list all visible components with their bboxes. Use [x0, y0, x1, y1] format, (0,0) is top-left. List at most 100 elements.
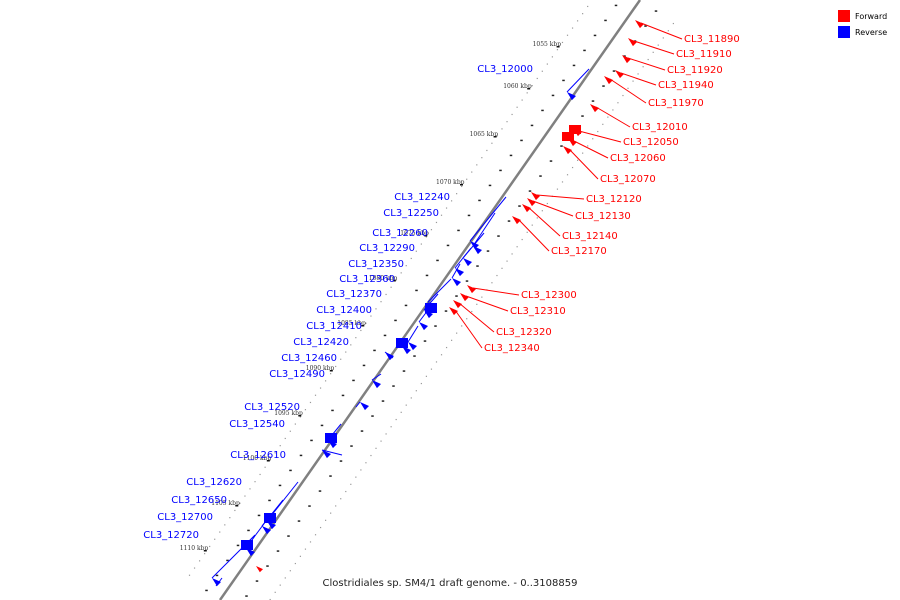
reverse-gene-leader — [566, 68, 590, 93]
grid-dot — [324, 380, 327, 382]
reverse-gene-marker — [246, 548, 255, 557]
grid-dot — [516, 106, 518, 108]
grid-dot — [466, 318, 468, 320]
grid-dash — [394, 319, 397, 322]
grid-dash — [205, 589, 208, 592]
grid-dot — [607, 116, 609, 118]
grid-dash — [423, 340, 427, 342]
grid-dot — [420, 382, 422, 385]
grid-dash — [245, 595, 248, 597]
grid-dot — [340, 498, 342, 500]
grid-dot — [269, 459, 271, 461]
reverse-gene-label: CL3_12650 — [171, 495, 227, 506]
forward-gene-leader — [458, 302, 495, 333]
forward-gene-marker — [628, 38, 637, 47]
grid-dot — [541, 70, 543, 72]
forward-gene-leader — [527, 206, 561, 237]
grid-dash — [486, 250, 490, 252]
reverse-gene-label: CL3_12000 — [477, 64, 533, 75]
kbp-tick-mark — [235, 505, 239, 507]
grid-dash — [352, 379, 355, 382]
grid-dot — [471, 171, 473, 173]
grid-dot — [541, 210, 543, 212]
reverse-gene-block — [264, 513, 276, 523]
grid-dash — [247, 529, 250, 532]
grid-dot — [536, 217, 538, 219]
grid-dash — [509, 154, 513, 157]
kbp-tick-label: 1065 kbp — [470, 131, 499, 138]
grid-dash — [604, 19, 607, 22]
grid-dot — [380, 440, 382, 442]
grid-dot — [365, 462, 367, 464]
forward-gene-marker — [453, 300, 462, 309]
grid-dot — [304, 548, 307, 550]
grid-dash — [257, 514, 261, 517]
kbp-tick-mark — [329, 370, 333, 372]
grid-dash — [255, 580, 259, 582]
legend-forward-swatch — [838, 10, 850, 22]
reverse-gene-marker — [455, 268, 464, 277]
grid-dash — [541, 109, 544, 112]
grid-dot — [355, 476, 357, 478]
grid-dash — [572, 64, 576, 67]
grid-dot — [244, 495, 246, 497]
grid-dash — [425, 274, 429, 277]
grid-dot — [526, 231, 528, 233]
grid-dot — [536, 77, 538, 80]
forward-gene-leader — [627, 57, 666, 71]
reverse-gene-leader — [321, 449, 343, 456]
grid-dash — [455, 295, 458, 297]
grid-dot — [309, 541, 312, 543]
grid-dot — [330, 373, 332, 375]
grid-dot — [526, 92, 528, 94]
forward-gene-label: CL3_11970 — [648, 98, 704, 109]
grid-dot — [617, 102, 619, 104]
forward-gene-marker — [256, 566, 263, 573]
forward-gene-leader — [465, 295, 509, 312]
grid-dot — [314, 534, 317, 536]
grid-dot — [556, 49, 559, 51]
grid-dot — [652, 51, 654, 53]
reverse-gene-label: CL3_12260 — [372, 228, 428, 239]
forward-gene-marker — [604, 76, 613, 85]
forward-gene-label: CL3_12120 — [586, 194, 642, 205]
grid-dash — [497, 235, 500, 237]
kbp-tick-label: 1075 kbp — [400, 230, 429, 237]
grid-dash — [329, 475, 332, 477]
forward-gene-marker — [460, 293, 469, 302]
grid-dash — [371, 415, 374, 417]
forward-gene-label: CL3_12060 — [610, 153, 666, 164]
forward-gene-label: CL3_11920 — [667, 65, 723, 76]
grid-dot — [622, 94, 624, 97]
forward-gene-leader — [532, 200, 574, 217]
grid-dot — [566, 34, 569, 36]
forward-gene-leader — [536, 194, 585, 200]
forward-gene-label: CL3_12170 — [551, 246, 607, 257]
grid-dot — [506, 121, 508, 123]
forward-gene-marker — [522, 204, 531, 213]
grid-dot — [491, 142, 493, 144]
grid-dot — [309, 401, 312, 404]
grid-dot — [657, 44, 659, 46]
grid-dot — [576, 20, 579, 22]
reverse-gene-marker — [322, 450, 331, 459]
grid-dot — [415, 250, 417, 252]
grid-dash — [276, 550, 280, 552]
grid-dot — [400, 272, 402, 274]
grid-dot — [481, 296, 483, 298]
grid-dash — [320, 424, 324, 427]
forward-gene-leader — [454, 309, 483, 349]
kbp-tick-label: 1055 kbp — [533, 41, 562, 48]
forward-gene-marker — [467, 285, 476, 294]
grid-dash — [539, 175, 542, 177]
forward-gene-leader — [578, 130, 622, 143]
grid-dot — [345, 351, 347, 353]
grid-dash — [551, 94, 555, 97]
forward-gene-label: CL3_12140 — [562, 231, 618, 242]
grid-dot — [445, 207, 448, 209]
grid-dot — [577, 159, 579, 161]
forward-gene-leader — [568, 148, 599, 180]
kbp-tick-mark — [361, 325, 365, 327]
grid-dot — [289, 430, 291, 432]
